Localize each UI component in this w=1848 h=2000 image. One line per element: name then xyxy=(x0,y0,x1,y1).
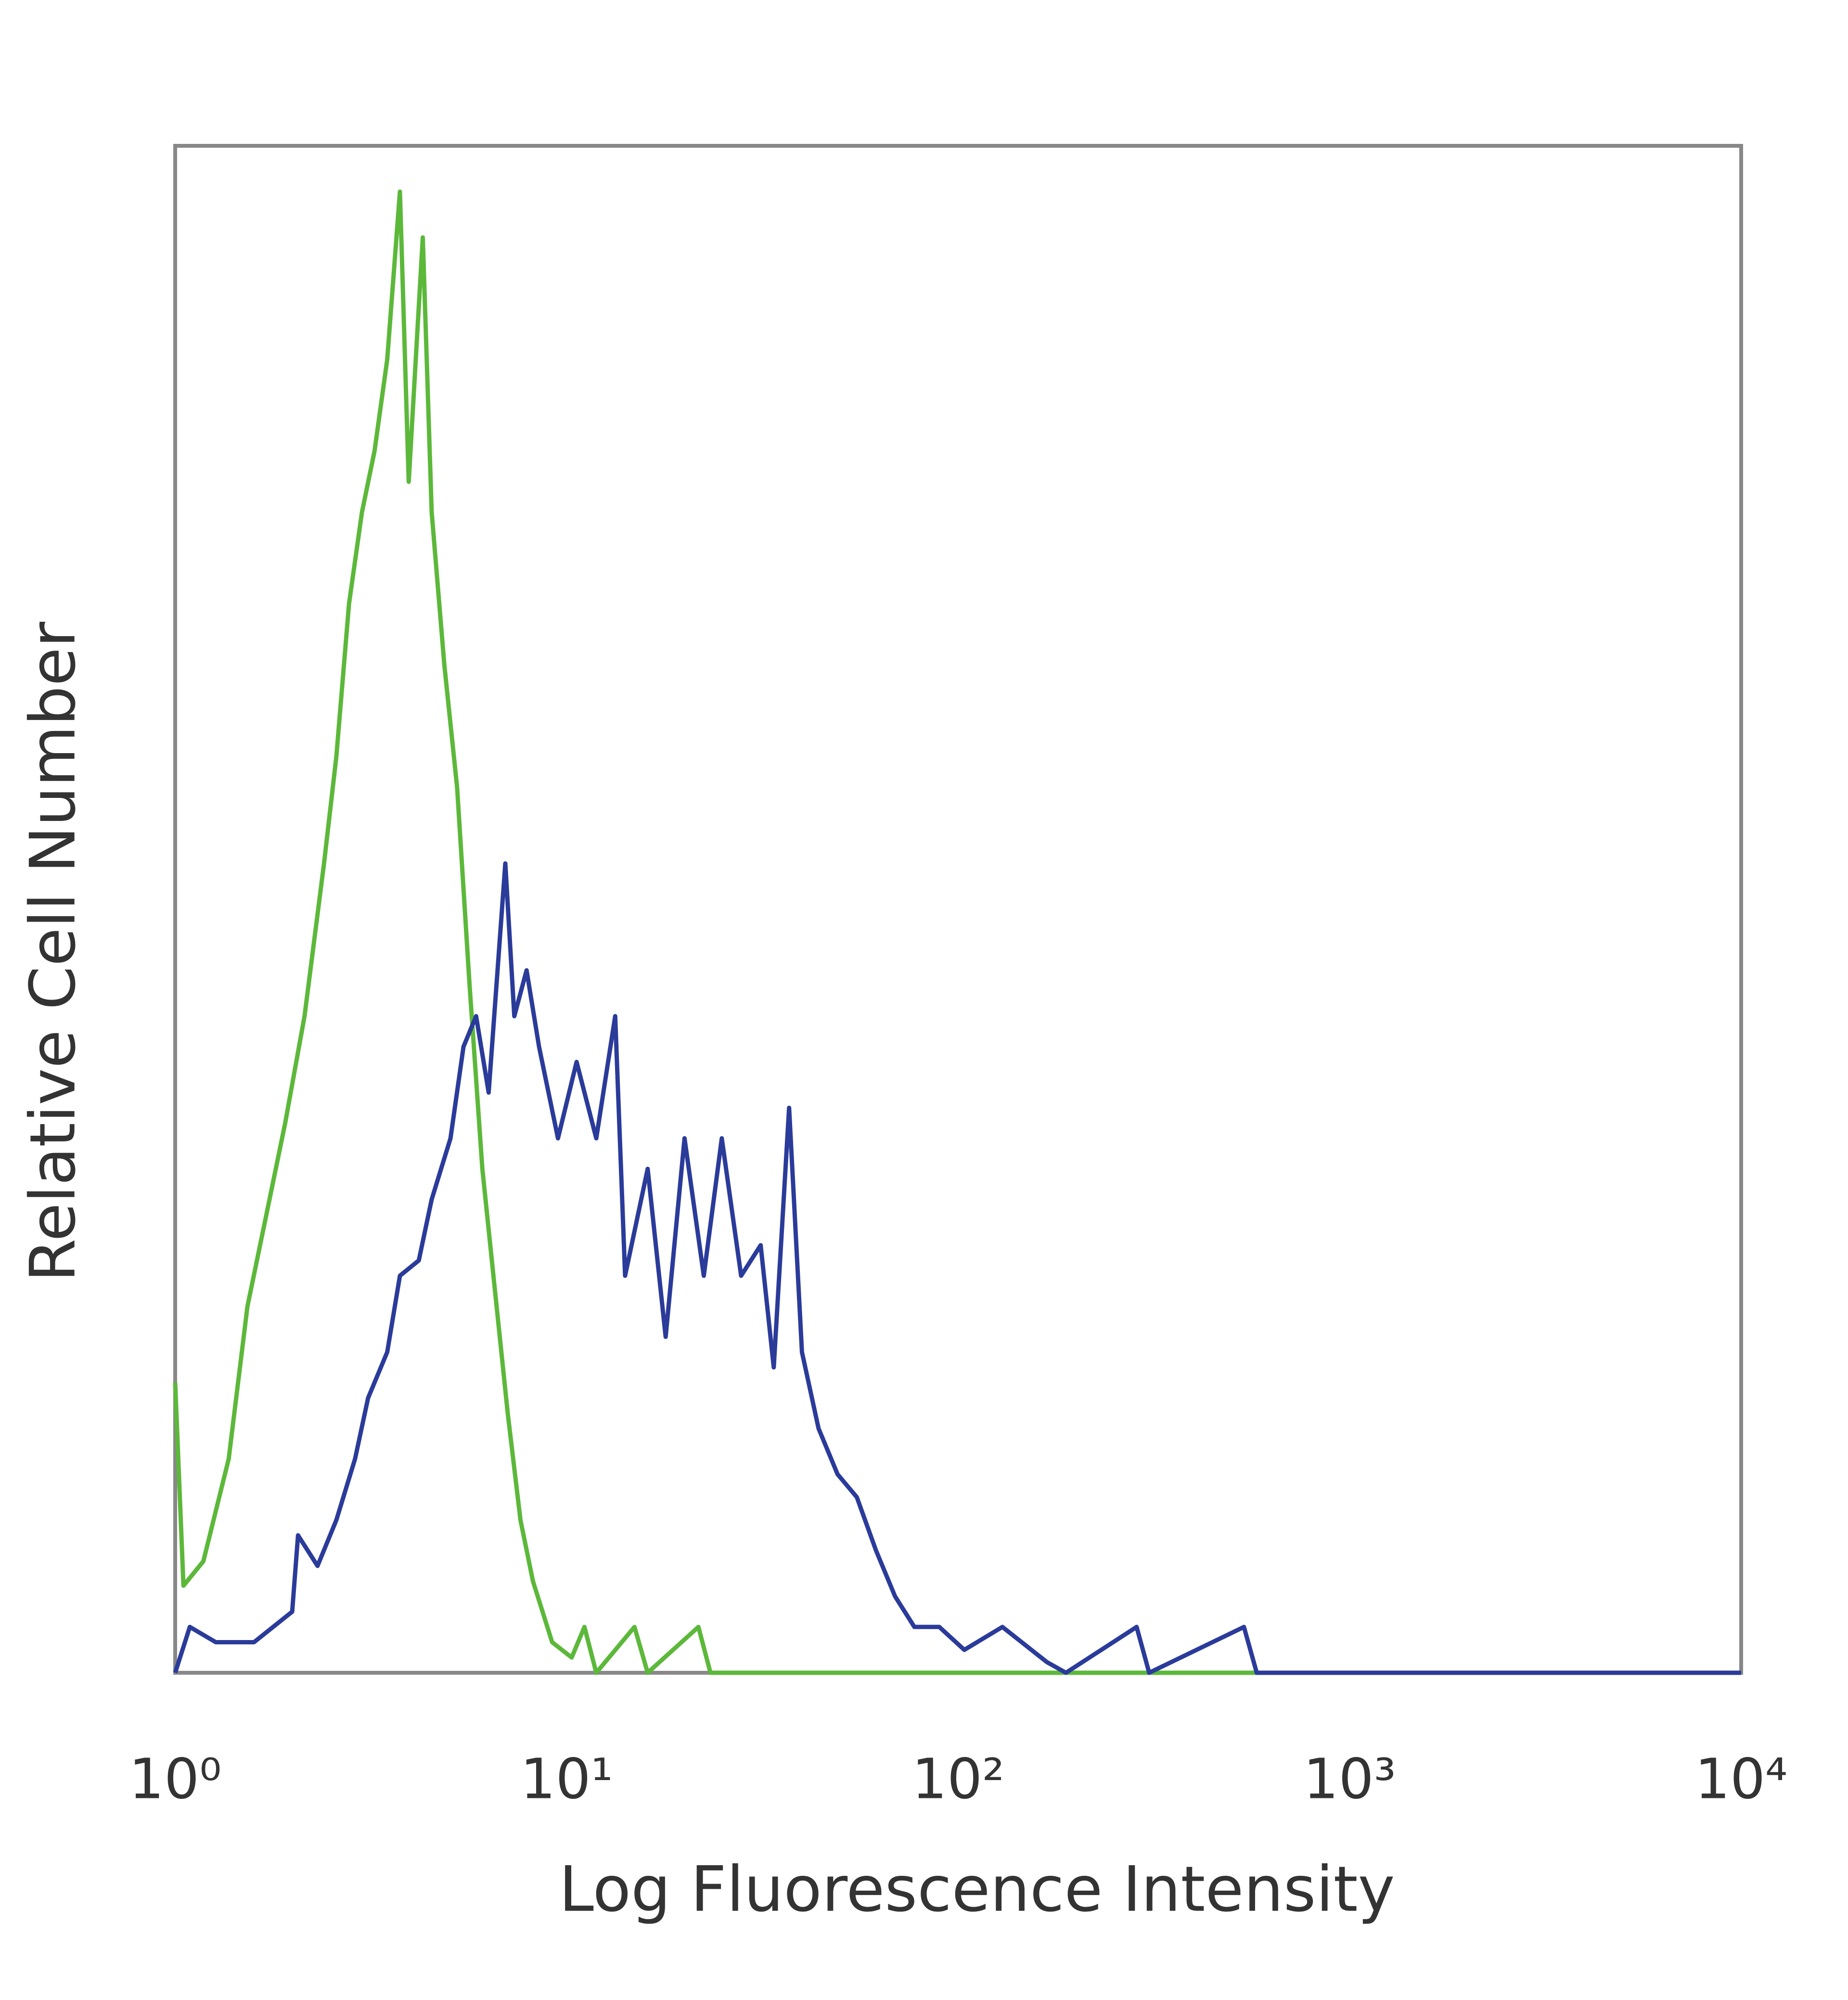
x-tick-label: 10³ xyxy=(1303,1747,1396,1812)
y-axis-label: Relative Cell Number xyxy=(16,621,90,1282)
plot-frame xyxy=(173,144,1743,1675)
x-axis-label: Log Fluorescence Intensity xyxy=(559,1853,1395,1926)
x-tick-label: 10⁰ xyxy=(129,1747,221,1812)
x-tick-label: 10² xyxy=(912,1747,1004,1812)
x-tick-label: 10¹ xyxy=(520,1747,613,1812)
x-tick-label: 10⁴ xyxy=(1695,1747,1787,1812)
series-line xyxy=(173,861,1741,1675)
series-line xyxy=(173,189,1741,1675)
